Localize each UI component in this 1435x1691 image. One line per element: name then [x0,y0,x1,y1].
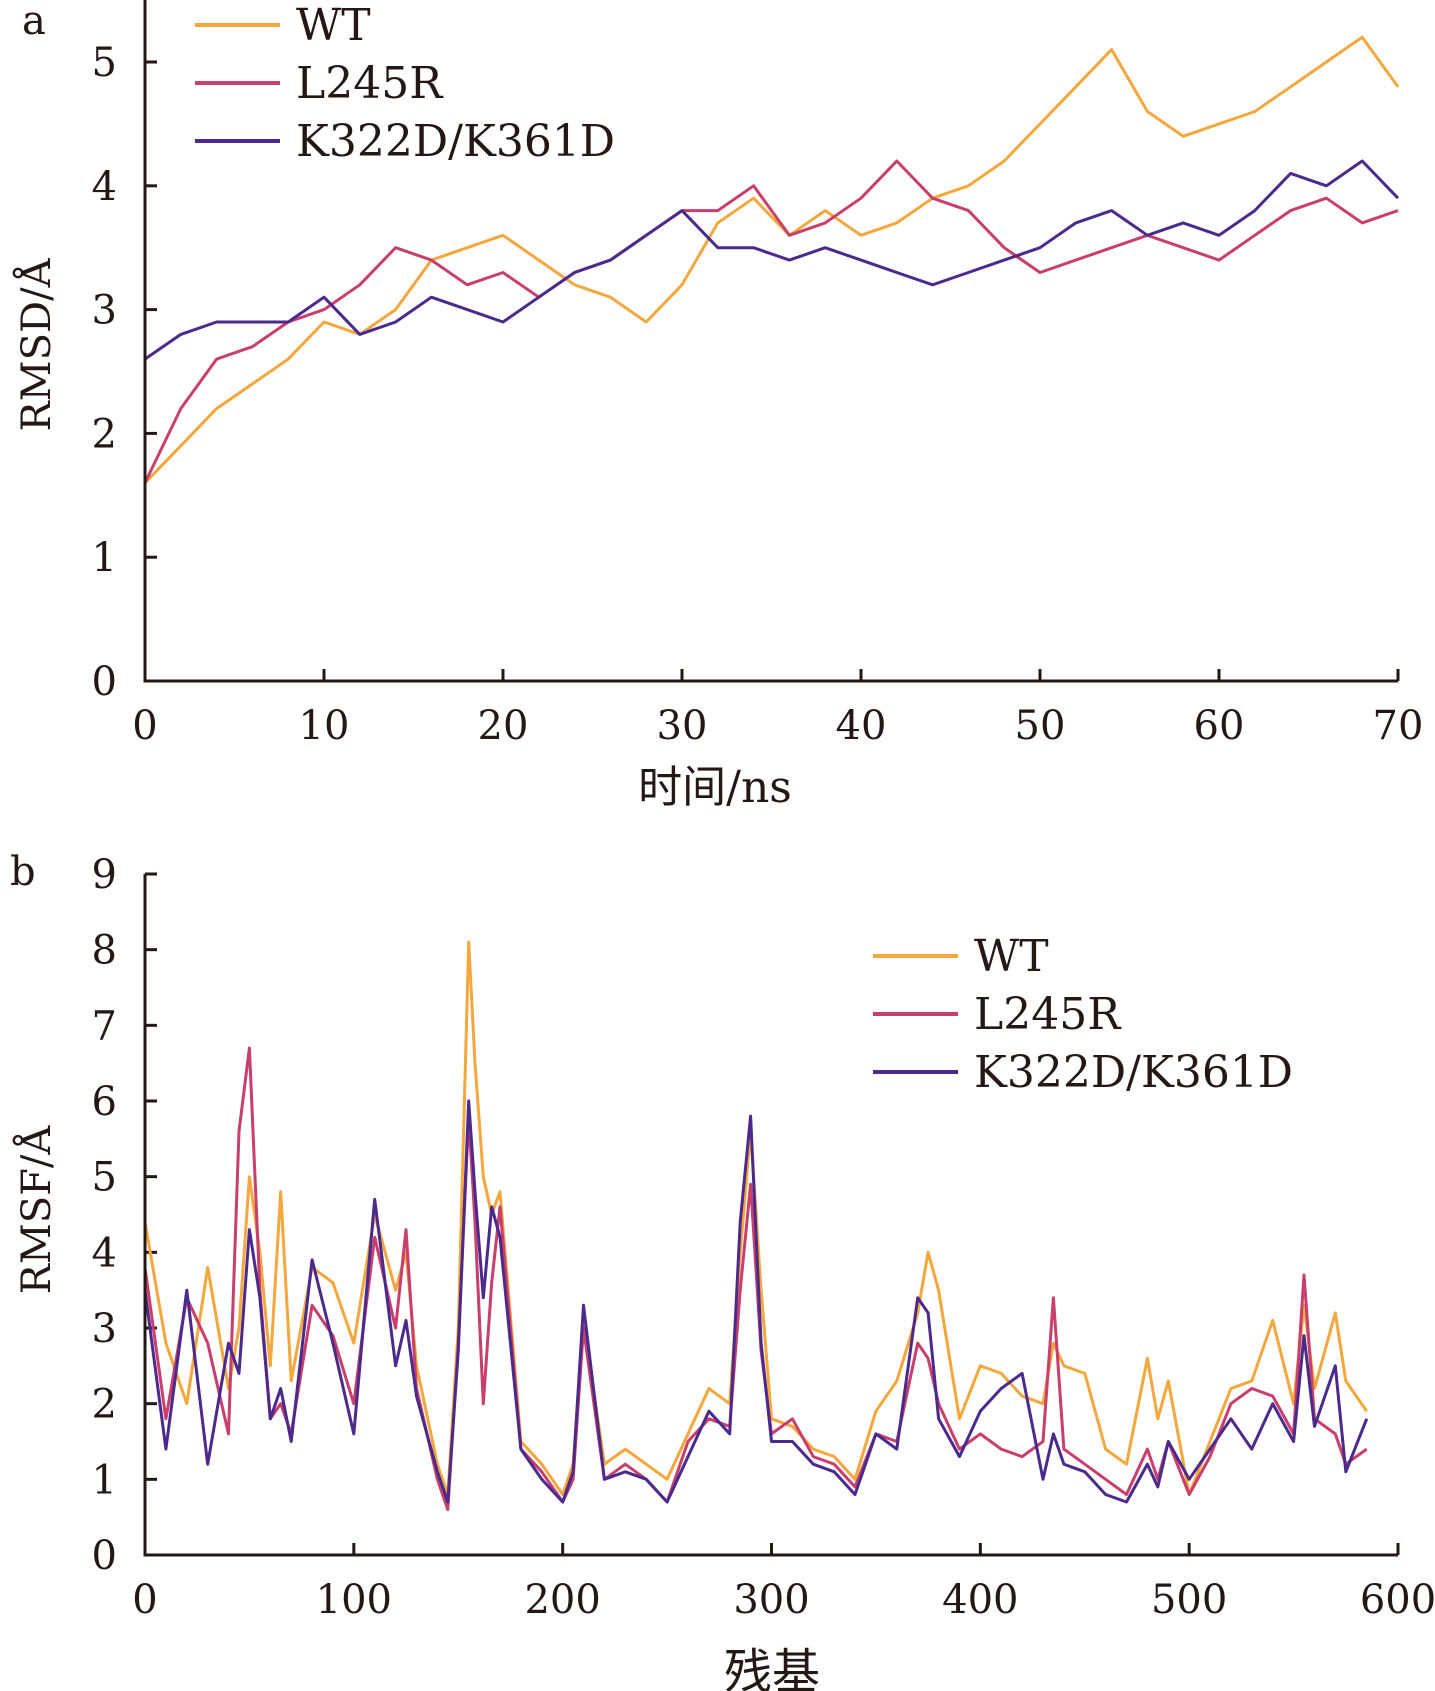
y-tick: 4 [92,1230,157,1276]
panel-a-axes [143,0,1398,683]
x-tick-label: 600 [1360,1577,1435,1623]
x-tick-label: 70 [1373,703,1424,749]
panel-b-legend: WT L245R K322D/K361D [873,931,1293,1098]
y-tick-label: 2 [92,411,117,457]
panel-b-ylabel: RMSF/Å [13,1125,60,1295]
x-tick: 100 [316,1543,392,1623]
x-tick: 300 [733,1543,810,1623]
panel-b-series [143,940,1369,1512]
x-tick-label: 500 [1151,1577,1227,1623]
legend-label: K322D/K361D [974,1047,1293,1098]
panel-a-legend: WT L245R K322D/K361D [195,0,615,167]
x-tick-label: 50 [1015,703,1066,749]
y-tick-label: 6 [92,1079,117,1125]
panel-b-axes [143,874,1398,1557]
panel-b-y-ticks: 0 1 2 3 4 5 6 7 8 9 [92,852,157,1579]
y-tick: 2 [92,1382,157,1428]
y-tick: 1 [92,1457,157,1503]
legend-label: K322D/K361D [296,116,615,167]
panel-b-x-ticks: 0 100 200 300 400 500 600 [132,1543,1435,1623]
y-tick: 5 [92,1155,157,1201]
x-tick: 70 [1373,669,1424,749]
legend-entry: WT [195,0,371,51]
y-tick: 1 [92,535,157,581]
x-tick: 10 [299,669,350,749]
y-tick: 4 [92,164,157,210]
y-tick-label: 0 [92,659,117,705]
panel-a-ylabel: RMSD/Å [13,257,60,431]
y-tick-label: 3 [92,288,117,334]
rmsd-panel: a RMSD/Å 时间/ns 0 10 20 30 40 50 60 70 0 1 2 3 4 5 WT… [13,0,1423,813]
y-tick-label: 1 [92,535,117,581]
x-tick-label: 300 [733,1577,809,1623]
legend-entry: L245R [873,989,1122,1040]
y-tick-label: 5 [92,40,117,86]
y-tick-label: 8 [92,928,117,974]
x-tick: 0 [132,669,158,749]
x-tick-label: 200 [524,1577,600,1623]
y-tick-label: 4 [92,1230,117,1276]
y-tick: 9 [92,852,157,898]
y-tick-label: 4 [92,164,117,210]
x-tick-label: 100 [316,1577,392,1623]
series-line-1 [143,35,1400,484]
x-tick-label: 0 [132,1577,157,1623]
panel-a-x-ticks: 0 10 20 30 40 50 60 70 [132,669,1423,749]
y-tick: 8 [92,928,157,974]
series-line-3 [144,159,1400,361]
legend-label: L245R [974,989,1122,1040]
x-tick: 30 [657,669,708,749]
x-tick: 0 [132,1543,158,1623]
legend-entry: K322D/K361D [195,116,615,167]
x-tick-label: 400 [942,1577,1018,1623]
x-tick: 500 [1151,1543,1227,1623]
y-tick: 5 [92,40,157,86]
x-tick: 60 [1194,669,1245,749]
x-tick: 20 [478,669,529,749]
x-tick: 50 [1015,669,1066,749]
legend-label: WT [974,931,1049,982]
legend-entry: WT [873,931,1049,982]
x-tick-label: 30 [657,703,708,749]
panel-b-xlabel: 残基 [724,1644,820,1691]
series-line-2 [143,159,1399,484]
x-tick-label: 10 [299,703,350,749]
y-tick-label: 2 [92,1382,117,1428]
x-tick: 600 [1360,1543,1435,1623]
x-tick-label: 60 [1194,703,1245,749]
panel-a-series [143,35,1400,484]
y-tick: 7 [92,1003,157,1049]
y-tick-label: 5 [92,1155,117,1201]
y-tick-label: 1 [92,1457,117,1503]
x-tick-label: 20 [478,703,529,749]
y-tick: 3 [92,1306,157,1352]
legend-label: WT [296,0,371,51]
y-tick: 6 [92,1079,157,1125]
panel-a-y-ticks: 0 1 2 3 4 5 [92,40,157,705]
x-tick: 40 [836,669,887,749]
y-tick: 3 [92,288,157,334]
y-tick-label: 0 [92,1533,117,1579]
series-line-3 [143,1099,1369,1504]
legend-label: L245R [296,58,444,109]
y-tick-label: 9 [92,852,117,898]
x-tick-label: 0 [132,703,157,749]
legend-entry: L245R [195,58,444,109]
y-tick-label: 3 [92,1306,117,1352]
panel-a-label: a [22,0,46,44]
panel-b-label: b [10,849,36,895]
x-tick-label: 40 [836,703,887,749]
rmsf-panel: b RMSF/Å 残基 0 100 200 300 400 500 600 0 1 2 3 4 5 6 7… [10,849,1435,1691]
x-tick: 200 [524,1543,601,1623]
x-tick: 400 [942,1543,1019,1623]
legend-entry: K322D/K361D [873,1047,1293,1098]
panel-a-xlabel: 时间/ns [638,762,792,813]
y-tick: 2 [92,411,157,457]
y-tick-label: 7 [92,1003,117,1049]
